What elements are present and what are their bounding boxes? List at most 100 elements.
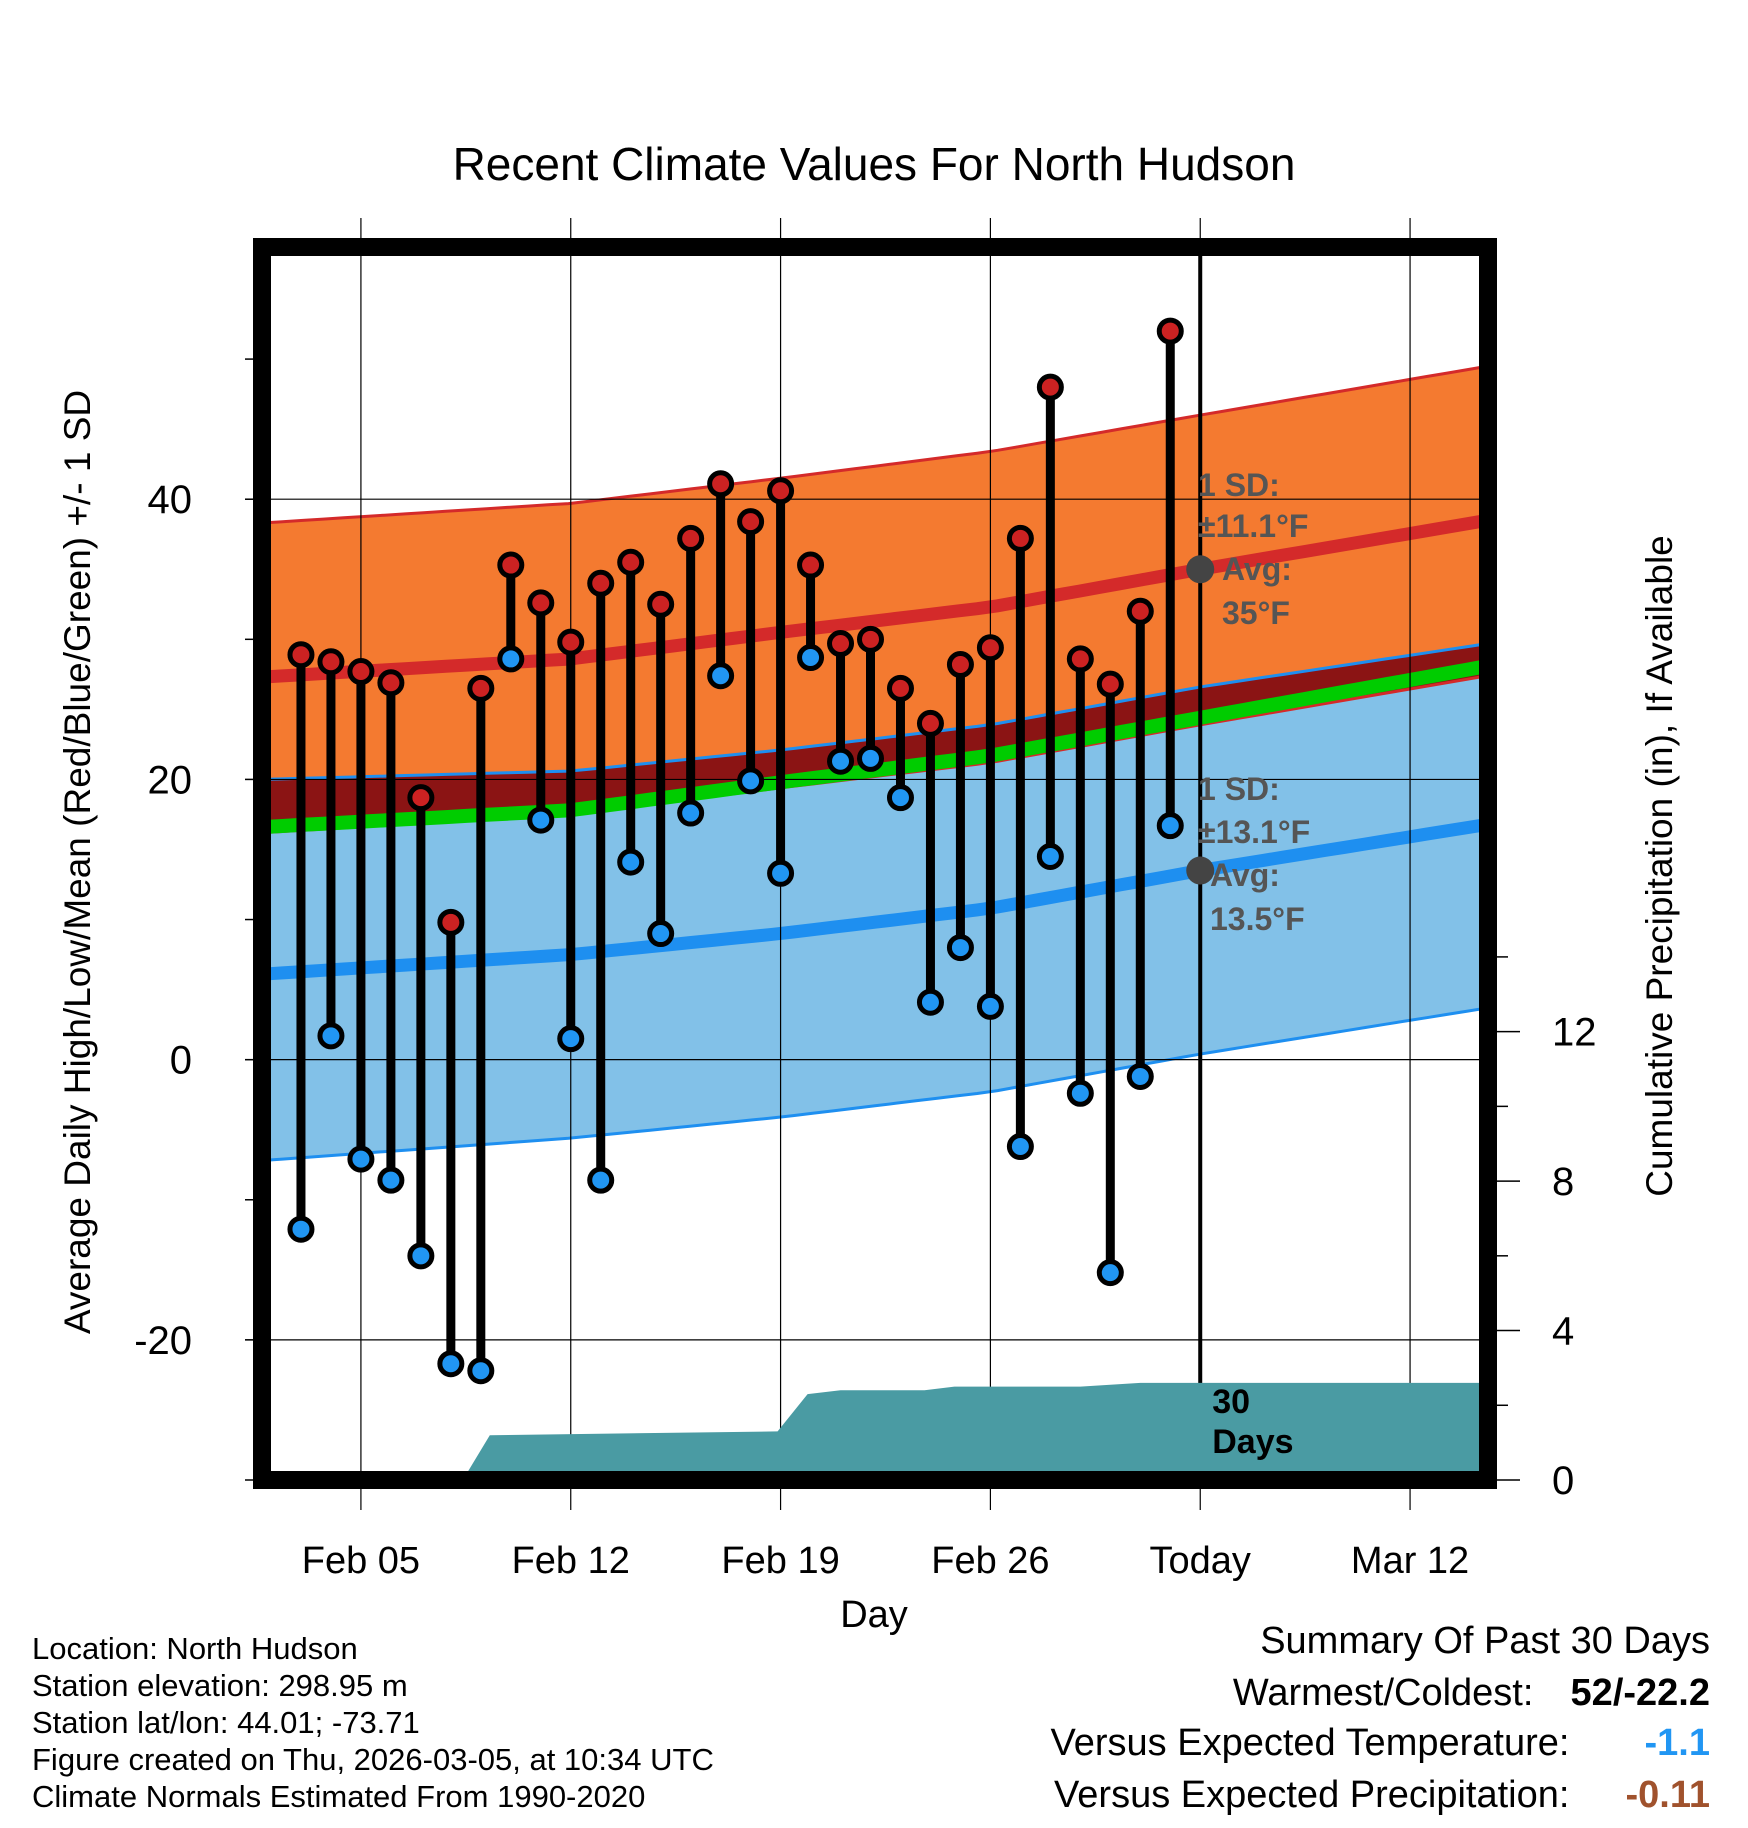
y-tick-label: 40 (148, 478, 193, 522)
today-window-label-line: Days (1212, 1423, 1293, 1461)
high-point (797, 551, 825, 579)
high-point (1036, 373, 1064, 401)
y-tick-label: 20 (148, 758, 193, 802)
summary-precipitation: Versus Expected Precipitation: -0.11 (1054, 1774, 1710, 1817)
low-point (437, 1350, 465, 1378)
y2-axis-label: Cumulative Precipitation (in), If Availa… (1639, 535, 1680, 1197)
high-point (467, 674, 495, 702)
high-point (557, 628, 585, 656)
low-point (1006, 1133, 1034, 1161)
high-point (647, 590, 675, 618)
low-sd-value: ±13.1°F (1198, 814, 1310, 850)
high-point (707, 470, 735, 498)
low-point (1096, 1259, 1124, 1287)
info-location: Location: North Hudson (32, 1631, 358, 1666)
high-point (1006, 524, 1034, 552)
precipitation-fill (262, 1382, 1488, 1480)
high-avg-dot (1186, 555, 1215, 584)
today-window-label-line: 30 (1212, 1383, 1250, 1421)
high-point (737, 508, 765, 536)
low-point (857, 744, 885, 772)
low-point (707, 662, 735, 690)
info-elevation: Station elevation: 298.95 m (32, 1668, 408, 1703)
x-tick-label: Feb 05 (302, 1540, 420, 1582)
x-tick-label: Today (1150, 1540, 1251, 1582)
low-point (767, 859, 795, 887)
summary-warm-label: Warmest/Coldest: (1232, 1672, 1534, 1714)
y2-tick-label: 8 (1552, 1160, 1574, 1204)
low-point (587, 1166, 615, 1194)
info-created: Figure created on Thu, 2026-03-05, at 10… (32, 1742, 714, 1777)
low-point (287, 1215, 315, 1243)
low-point (317, 1022, 345, 1050)
high-point (1066, 645, 1094, 673)
low-point (1126, 1062, 1154, 1090)
low-point (377, 1166, 405, 1194)
high-point (617, 548, 645, 576)
high-point (1156, 317, 1184, 345)
high-point (347, 658, 375, 686)
summary-precip-value: -0.11 (1625, 1774, 1710, 1816)
low-point (976, 992, 1004, 1020)
y2-tick-label: 4 (1552, 1310, 1574, 1354)
low-point (916, 988, 944, 1016)
y2-tick-label: 12 (1552, 1011, 1597, 1055)
high-point (497, 551, 525, 579)
high-point (377, 669, 405, 697)
station-info: Location: North Hudson Station elevation… (32, 1630, 714, 1815)
low-point (677, 799, 705, 827)
summary-warm-value: 52/-22.2 (1570, 1672, 1710, 1714)
chart-title: Recent Climate Values For North Hudson (453, 138, 1296, 190)
low-point (1036, 842, 1064, 870)
y-tick-label: 0 (170, 1039, 192, 1083)
high-point (317, 648, 345, 676)
summary-temperature: Versus Expected Temperature: -1.1 (1051, 1722, 1710, 1765)
high-point (677, 524, 705, 552)
low-point (946, 934, 974, 962)
normal-annotations: 1 SD: ±11.1°F Avg: 35°F 1 SD: ±13.1°F Av… (1186, 467, 1310, 937)
low-point (827, 747, 855, 775)
high-point (767, 477, 795, 505)
high-upper-line (261, 364, 1489, 525)
info-normals: Climate Normals Estimated From 1990-2020 (32, 1779, 646, 1814)
x-tick-label: Feb 26 (931, 1540, 1049, 1582)
high-point (1096, 670, 1124, 698)
low-avg-dot (1186, 856, 1215, 885)
high-point (946, 651, 974, 679)
x-tick-label: Mar 12 (1351, 1540, 1469, 1582)
high-point (976, 634, 1004, 662)
low-point (797, 644, 825, 672)
precipitation-area: 30 Days (262, 1382, 1488, 1480)
high-point (886, 674, 914, 702)
high-avg-value: 35°F (1222, 595, 1290, 631)
today-window-label: 30 Days (1212, 1383, 1293, 1461)
low-point (1156, 812, 1184, 840)
low-point (737, 767, 765, 795)
high-sd-value: ±11.1°F (1198, 508, 1308, 544)
high-point (916, 709, 944, 737)
y-axis-label: Average Daily High/Low/Mean (Red/Blue/Gr… (57, 390, 98, 1334)
high-point (527, 589, 555, 617)
low-point (347, 1145, 375, 1173)
high-sd-label: 1 SD: (1198, 467, 1280, 503)
summary-temp-value: -1.1 (1644, 1722, 1710, 1764)
low-point (886, 784, 914, 812)
low-point (407, 1242, 435, 1270)
summary-title: Summary Of Past 30 Days (1260, 1620, 1710, 1662)
low-point (617, 848, 645, 876)
low-point (467, 1357, 495, 1385)
x-tick-label: Feb 12 (512, 1540, 630, 1582)
low-point (497, 645, 525, 673)
y-tick-label: -20 (134, 1319, 192, 1363)
low-point (647, 920, 675, 948)
high-point (587, 569, 615, 597)
low-lower-line (261, 1006, 1489, 1162)
y2-tick-label: 0 (1552, 1459, 1574, 1503)
summary-warmest: Warmest/Coldest: 52/-22.2 (1233, 1672, 1710, 1715)
info-latlon: Station lat/lon: 44.01; -73.71 (32, 1705, 420, 1740)
low-mean-line (261, 817, 1490, 981)
high-point (1126, 597, 1154, 625)
low-point (1066, 1079, 1094, 1107)
